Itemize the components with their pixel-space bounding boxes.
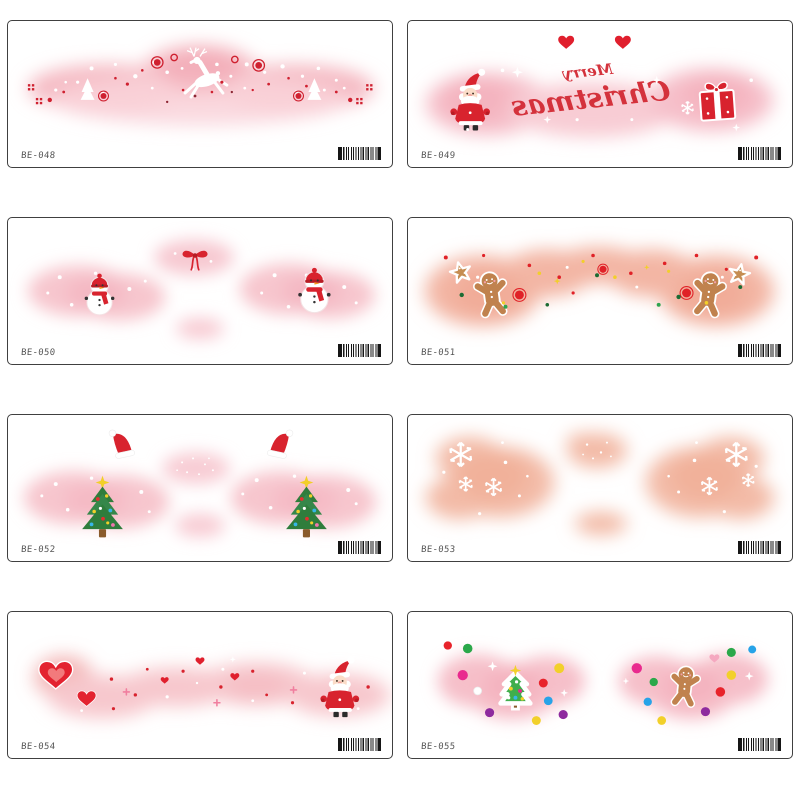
bauble-icons (97, 53, 305, 102)
sticker-card-be-048: BE-048 (7, 20, 393, 168)
product-code: BE-051 (420, 348, 456, 358)
product-code: BE-052 (20, 545, 56, 555)
design-be-050 (27, 239, 376, 340)
barcode-icon (738, 738, 781, 751)
product-code: BE-053 (420, 545, 456, 555)
barcode-icon (338, 344, 381, 357)
barcode-icon (738, 147, 781, 160)
design-be-048 (27, 44, 375, 126)
product-code: BE-048 (20, 151, 56, 161)
design-be-051 (424, 246, 775, 327)
center-speckles (176, 457, 214, 476)
red-dots (109, 667, 370, 711)
sticker-card-be-053: BE-053 (407, 414, 793, 562)
design-be-049: Merry Christmas (425, 35, 774, 138)
confetti-dots (443, 641, 757, 725)
heart-icons (558, 35, 631, 49)
santa-hat-icon (108, 429, 136, 460)
sticker-card-be-049: Merry Christmas BE-049 (407, 20, 793, 168)
sticker-card-be-055: BE-055 (407, 611, 793, 759)
tree-icons (80, 78, 322, 100)
red-square-clusters (27, 84, 373, 105)
snow-dots (46, 252, 358, 309)
red-dots (47, 69, 353, 104)
sticker-card-be-054: BE-054 (7, 611, 393, 759)
pink-cross-sparkles (122, 686, 298, 707)
barcode-icon (738, 541, 781, 554)
sparkle-icons (466, 66, 754, 132)
blush-patches (23, 452, 377, 538)
product-code: BE-054 (20, 742, 56, 752)
snow-dots (54, 60, 346, 94)
design-be-054 (33, 655, 391, 719)
snow-dots (40, 474, 358, 514)
barcode-icon (338, 541, 381, 554)
design-be-055 (437, 641, 769, 725)
snow-dots (80, 656, 360, 713)
sticker-card-be-051: BE-051 (407, 217, 793, 365)
product-code: BE-050 (20, 348, 56, 358)
reindeer-icon (183, 47, 229, 99)
antlers (186, 47, 208, 57)
blush-cloud (425, 68, 774, 138)
sticker-card-be-052: BE-052 (7, 414, 393, 562)
barcode-icon (338, 147, 381, 160)
santa-hat-icon (266, 429, 294, 460)
sticker-card-be-050: BE-050 (7, 217, 393, 365)
bauble-icons (512, 263, 694, 302)
design-be-052 (23, 429, 377, 561)
confetti-dots (443, 253, 759, 309)
snow-dots (442, 441, 758, 516)
barcode-icon (738, 344, 781, 357)
blush-clouds (425, 432, 775, 536)
merry-text: Merry (561, 60, 615, 83)
product-code: BE-049 (420, 151, 456, 161)
design-be-053 (425, 432, 775, 536)
product-code: BE-055 (420, 742, 456, 752)
barcode-icon (338, 738, 381, 751)
